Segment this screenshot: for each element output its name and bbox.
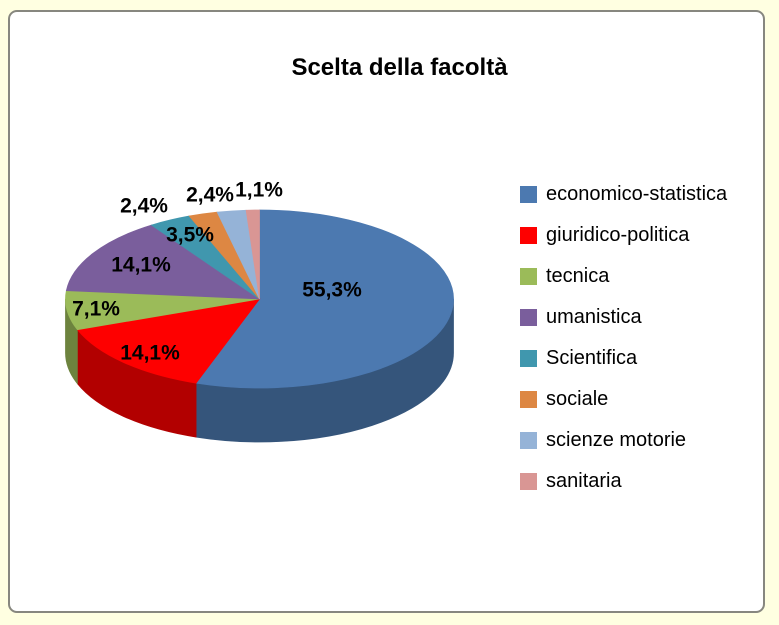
legend-item: tecnica	[520, 264, 727, 288]
legend-item: economico-statistica	[520, 182, 727, 206]
legend-label: scienze motorie	[546, 429, 687, 451]
pie-data-label: 1,1%	[235, 179, 283, 202]
pie-slices	[65, 209, 454, 389]
pie-slice	[76, 298, 261, 384]
legend-color-swatch	[520, 390, 537, 408]
legend-label: giuridico-politica	[546, 224, 690, 246]
legend-label: umanistica	[546, 306, 642, 328]
legend-label: tecnica	[546, 265, 610, 287]
pie-data-label: 14,1%	[111, 254, 171, 277]
chart-title: Scelta della facoltà	[291, 54, 508, 81]
legend-label: economico-statistica	[546, 183, 728, 205]
legend-item: sociale	[520, 387, 727, 411]
legend-label: sanitaria	[546, 470, 622, 492]
legend-color-swatch	[520, 472, 537, 490]
legend-item: scienze motorie	[520, 428, 727, 452]
pie-data-label: 3,5%	[166, 224, 214, 247]
legend-item: giuridico-politica	[520, 223, 727, 247]
pie-data-label: 7,1%	[72, 298, 120, 321]
pie-data-labels: 55,3%14,1%7,1%14,1%3,5%2,4% 2,4% 1,1%	[72, 179, 362, 365]
pie-data-label: 55,3%	[302, 279, 362, 302]
legend-color-swatch	[520, 185, 537, 203]
legend-item: umanistica	[520, 305, 727, 329]
legend-color-swatch	[520, 349, 537, 367]
legend-color-swatch	[520, 308, 537, 326]
legend-item: sanitaria	[520, 469, 727, 493]
legend-label: Scientifica	[546, 347, 638, 369]
chart-legend: economico-statistica giuridico-politica te…	[520, 182, 727, 493]
legend-color-swatch	[520, 267, 537, 285]
legend-label: sociale	[546, 388, 609, 410]
pie-data-label: 2,4%	[186, 184, 234, 207]
legend-color-swatch	[520, 226, 537, 244]
legend-item: Scientifica	[520, 346, 727, 370]
pie-slice	[195, 209, 454, 389]
pie-data-label: 14,1%	[120, 342, 180, 365]
pie-data-label: 2,4%	[120, 195, 168, 218]
pie-slice	[245, 209, 260, 300]
legend-color-swatch	[520, 431, 537, 449]
pie-slice	[65, 224, 261, 300]
